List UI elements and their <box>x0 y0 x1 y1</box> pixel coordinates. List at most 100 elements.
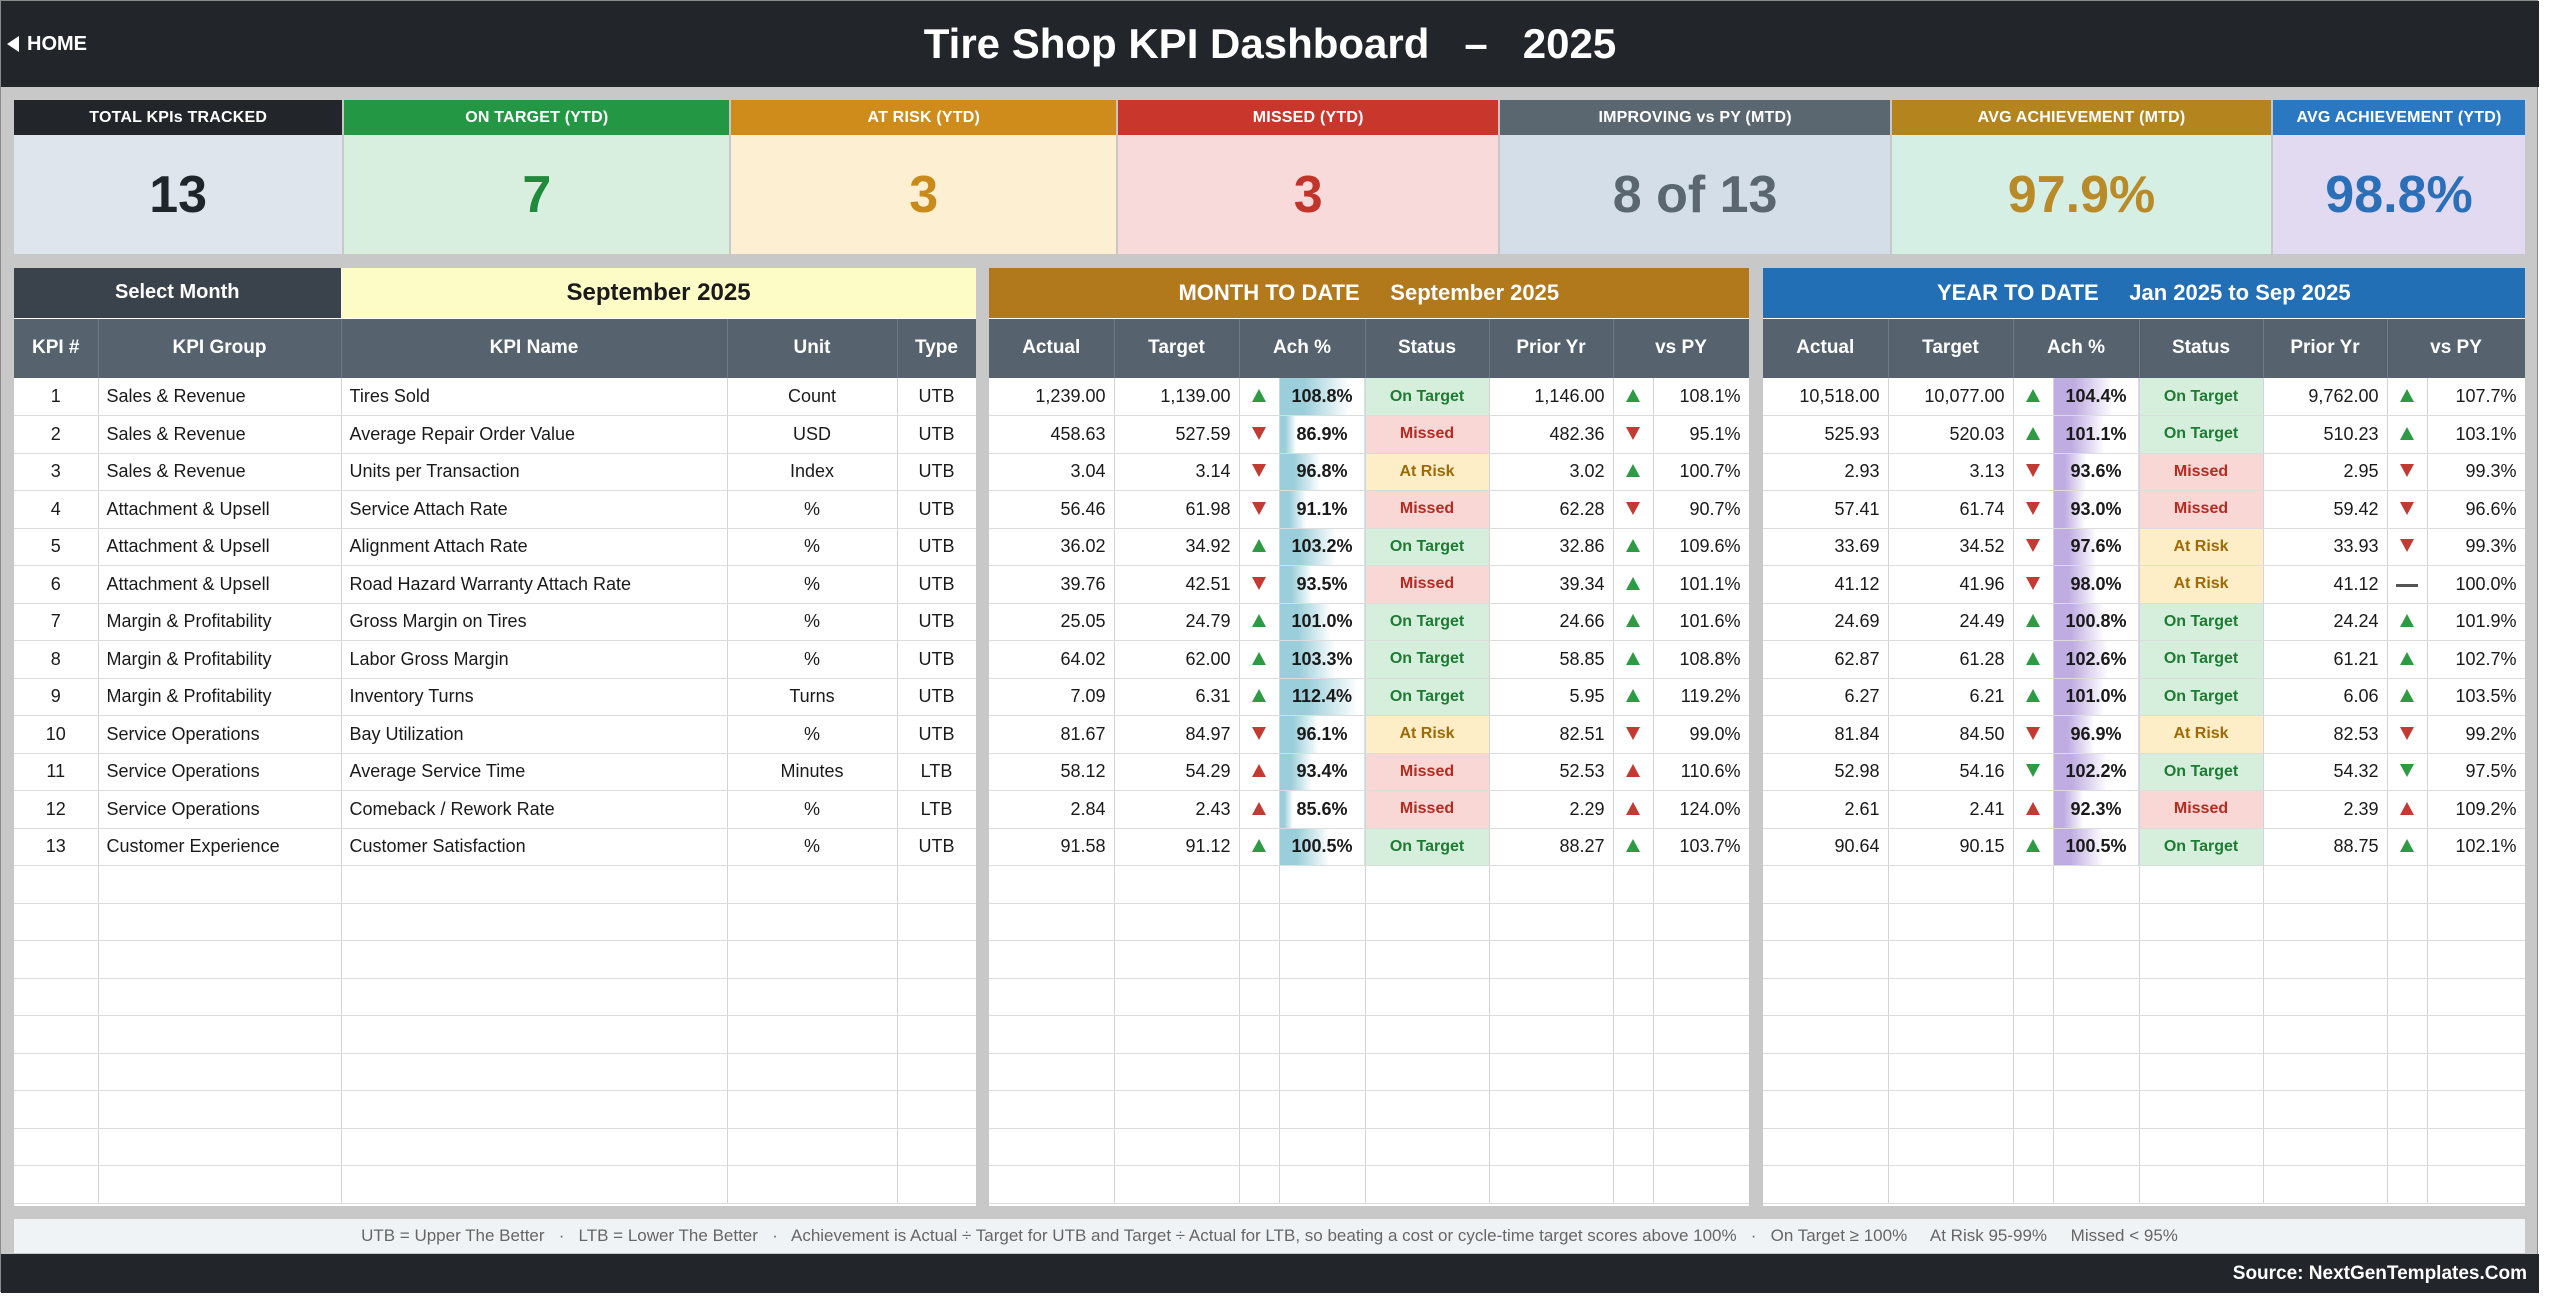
prior-year-value: 58.85 <box>1489 640 1614 679</box>
empty-cell <box>2387 865 2428 904</box>
kpi-name: Gross Margin on Tires <box>341 603 728 641</box>
kpi-card-label: AT RISK (YTD) <box>731 100 1117 135</box>
empty-cell <box>1239 978 1280 1016</box>
triangle-down-icon <box>2400 726 2414 740</box>
trend-arrow-cell <box>2387 753 2428 791</box>
empty-cell <box>1763 1165 1889 1204</box>
column-header: Unit <box>727 318 898 378</box>
status-badge: Missed <box>1365 753 1490 791</box>
empty-row <box>989 978 1749 1016</box>
vs-py-value: 100.0% <box>2427 565 2525 604</box>
vs-py-value: 119.2% <box>1653 678 1749 716</box>
empty-cell <box>1653 978 1749 1016</box>
trend-arrow-cell <box>1239 603 1280 641</box>
empty-cell <box>1653 1053 1749 1091</box>
empty-cell <box>14 978 99 1016</box>
empty-cell <box>1763 978 1889 1016</box>
vs-py-value: 102.7% <box>2427 640 2525 679</box>
empty-cell <box>1613 1053 1654 1091</box>
kpi-unit: Turns <box>727 678 898 716</box>
empty-cell <box>2013 1090 2054 1129</box>
triangle-up-icon <box>2400 839 2414 853</box>
mtd-table: MONTH TO DATE September 2025 Actual Targe… <box>989 268 1749 1204</box>
trend-arrow-cell <box>1613 490 1654 529</box>
triangle-up-icon <box>1626 576 1640 590</box>
kpi-type: LTB <box>897 790 976 829</box>
achievement-value: 93.0% <box>2053 490 2140 529</box>
empty-cell <box>2139 1128 2264 1166</box>
kpi-name: Service Attach Rate <box>341 490 728 529</box>
kpi-number: 10 <box>14 715 99 754</box>
kpi-group: Customer Experience <box>98 828 342 866</box>
achievement-value: 101.1% <box>2053 415 2140 454</box>
triangle-up-icon <box>1626 839 1640 853</box>
flat-dash-icon <box>2396 583 2418 587</box>
empty-cell <box>1653 1165 1749 1204</box>
empty-cell <box>1114 1015 1240 1054</box>
triangle-up-icon <box>1626 651 1640 665</box>
trend-arrow-cell <box>1613 753 1654 791</box>
kpi-name: Average Repair Order Value <box>341 415 728 454</box>
kpi-card-value: 8 of 13 <box>1612 165 1778 224</box>
select-month-label: Select Month <box>14 268 342 319</box>
empty-cell <box>1653 865 1749 904</box>
trend-arrow-cell <box>1239 415 1280 454</box>
trend-arrow-cell <box>1613 678 1654 716</box>
empty-row <box>14 1015 976 1054</box>
target-value: 34.92 <box>1114 528 1240 566</box>
triangle-down-icon <box>2400 464 2414 478</box>
status-badge: At Risk <box>2139 565 2264 604</box>
empty-cell <box>1653 903 1749 941</box>
actual-value: 458.63 <box>989 415 1115 454</box>
empty-cell <box>14 1165 99 1204</box>
empty-cell <box>2387 903 2428 941</box>
empty-cell <box>2053 940 2140 979</box>
vs-py-value: 101.1% <box>1653 565 1749 604</box>
triangle-up-icon <box>2026 839 2040 853</box>
status-badge: On Target <box>2139 678 2264 716</box>
empty-cell <box>1279 978 1366 1016</box>
triangle-up-icon <box>1252 689 1266 703</box>
column-header: Status <box>1365 318 1490 378</box>
triangle-down-icon <box>2026 576 2040 590</box>
trend-arrow-cell <box>2387 603 2428 641</box>
kpi-group: Margin & Profitability <box>98 603 342 641</box>
dashboard-frame: HOME Tire Shop KPI Dashboard – 2025 TOTA… <box>0 0 2539 1293</box>
trend-arrow-cell <box>1613 790 1654 829</box>
empty-cell <box>2263 865 2388 904</box>
vs-py-value: 103.7% <box>1653 828 1749 866</box>
empty-cell <box>989 903 1115 941</box>
empty-cell <box>1279 1128 1366 1166</box>
empty-cell <box>341 940 728 979</box>
triangle-down-icon <box>2026 464 2040 478</box>
triangle-up-icon <box>2400 389 2414 402</box>
triangle-down-icon <box>1252 426 1266 440</box>
table-row: 81.84 84.50 96.9% At Risk 82.53 99.2% <box>1763 715 2525 754</box>
table-row: 525.93 520.03 101.1% On Target 510.23 103.1% <box>1763 415 2525 454</box>
month-selector[interactable]: September 2025 <box>341 268 976 319</box>
trend-arrow-cell <box>1613 640 1654 679</box>
prior-year-value: 6.06 <box>2263 678 2388 716</box>
column-header: vs PY <box>2387 318 2525 378</box>
vs-py-value: 102.1% <box>2427 828 2525 866</box>
vs-py-value: 110.6% <box>1653 753 1749 791</box>
empty-row <box>1763 903 2525 941</box>
triangle-up-icon <box>2026 651 2040 665</box>
empty-cell <box>1114 1165 1240 1204</box>
empty-cell <box>1114 978 1240 1016</box>
empty-cell <box>2013 940 2054 979</box>
empty-row <box>989 1128 1749 1166</box>
target-value: 2.41 <box>1888 790 2014 829</box>
empty-row <box>1763 1128 2525 1166</box>
trend-arrow-cell <box>2387 490 2428 529</box>
empty-cell <box>98 978 342 1016</box>
status-badge: Missed <box>2139 453 2264 491</box>
vs-py-value: 97.5% <box>2427 753 2525 791</box>
table-row: 2.61 2.41 92.3% Missed 2.39 109.2% <box>1763 790 2525 829</box>
home-button[interactable]: HOME <box>7 27 87 61</box>
actual-value: 3.04 <box>989 453 1115 491</box>
kpi-group: Service Operations <box>98 715 342 754</box>
trend-arrow-cell <box>2387 640 2428 679</box>
triangle-down-icon <box>2026 539 2040 553</box>
trend-arrow-cell <box>2387 378 2428 416</box>
